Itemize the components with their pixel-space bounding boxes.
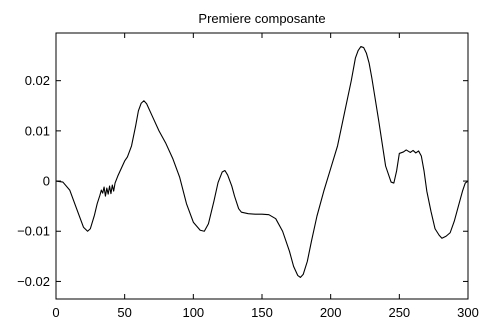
plot-area	[55, 32, 469, 300]
y-tick-label: −0.01	[17, 224, 50, 239]
series-line	[55, 46, 469, 278]
axis-tick-labels: 0 50 100 150 200 250 300 −0.02 −0.01 0 0.01 0.02	[17, 73, 479, 320]
x-tick-label: 50	[117, 305, 131, 320]
x-tick-label: 0	[52, 305, 59, 320]
y-tick-label: 0	[43, 174, 50, 189]
x-tick-label: 300	[457, 305, 479, 320]
y-tick-label: 0.01	[25, 123, 50, 138]
y-tick-label: −0.02	[17, 274, 50, 289]
x-tick-label: 200	[320, 305, 342, 320]
x-tick-label: 250	[388, 305, 410, 320]
chart-title: Premiere composante	[198, 11, 325, 26]
x-tick-label: 100	[182, 305, 204, 320]
x-tick-label: 150	[251, 305, 273, 320]
axis-ticks	[55, 33, 469, 299]
y-tick-label: 0.02	[25, 73, 50, 88]
